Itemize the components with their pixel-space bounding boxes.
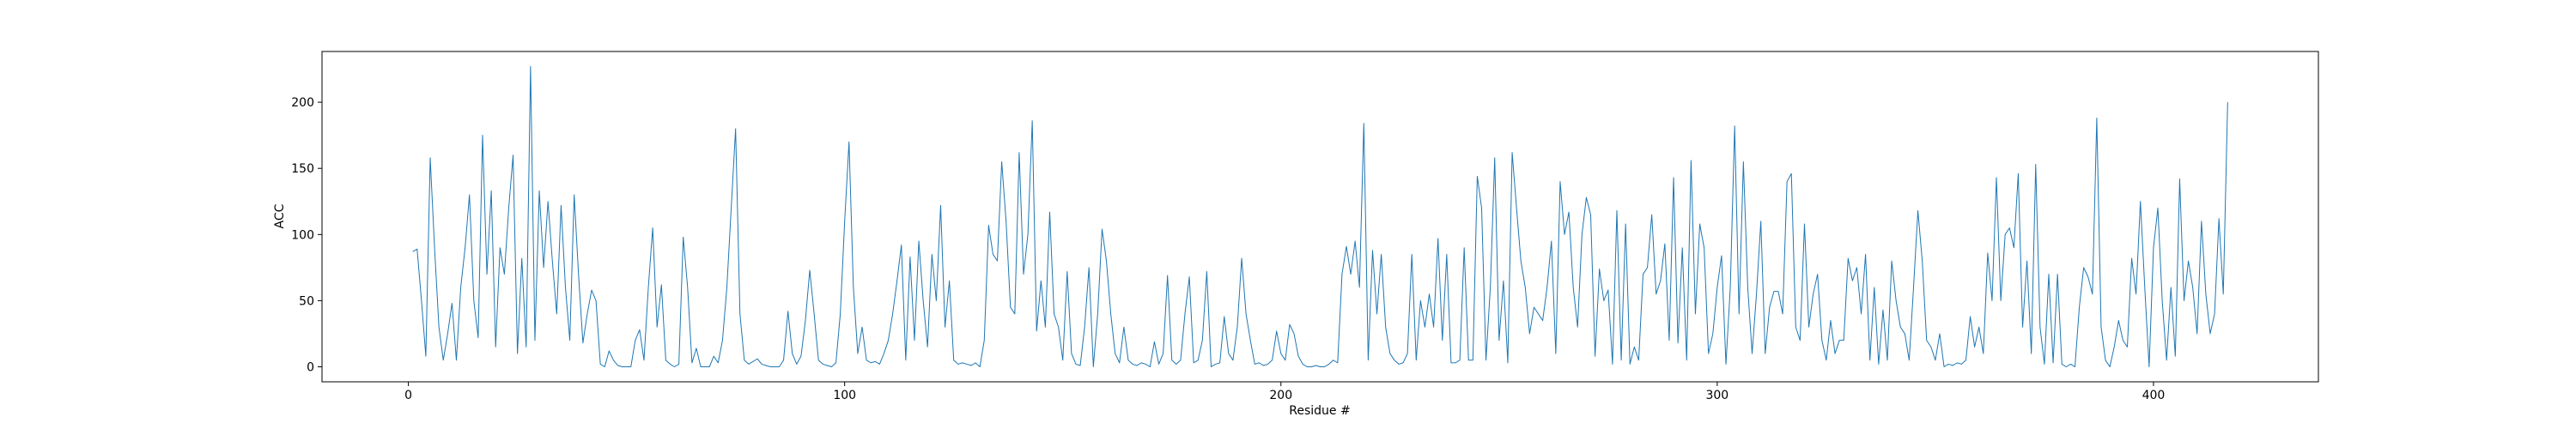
x-tick-label: 300 — [1705, 389, 1728, 402]
x-tick-label: 0 — [404, 389, 412, 402]
x-tick-label: 400 — [2142, 389, 2166, 402]
y-tick-label: 150 — [291, 162, 314, 176]
x-axis-label: Residue # — [1289, 404, 1350, 418]
y-axis-label: ACC — [273, 203, 287, 228]
x-tick-label: 200 — [1269, 389, 1292, 402]
data-line — [412, 66, 2228, 367]
plot-frame — [321, 51, 2319, 383]
x-tick-label: 100 — [833, 389, 856, 402]
y-tick-label: 50 — [299, 294, 314, 308]
y-tick-label: 0 — [307, 361, 314, 375]
y-tick-label: 100 — [291, 228, 314, 242]
y-tick-label: 200 — [291, 96, 314, 110]
